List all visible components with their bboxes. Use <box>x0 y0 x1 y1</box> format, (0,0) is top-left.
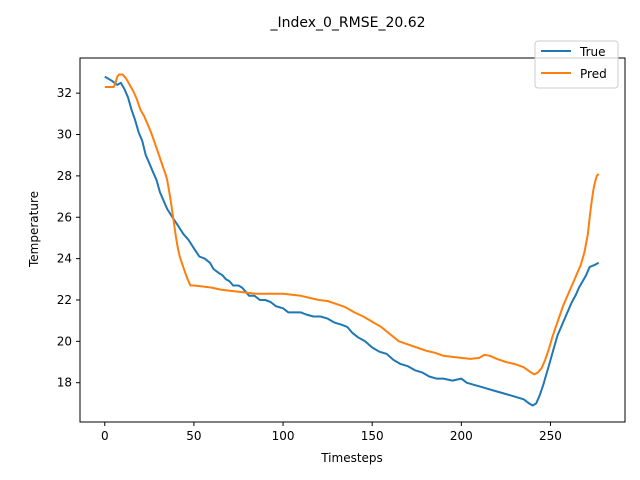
legend: True Pred <box>534 40 619 89</box>
series-line-pred <box>104 73 600 376</box>
y-tick-label: 26 <box>57 210 72 224</box>
y-tick-label: 18 <box>57 376 72 390</box>
x-axis-ticks: 0 50 100 150 200 250 <box>101 422 562 443</box>
legend-label-true: True <box>579 45 606 59</box>
y-axis-label: Temperature <box>27 191 41 268</box>
series-line-true <box>104 75 600 407</box>
y-axis-ticks: 18 20 22 24 26 28 30 32 <box>57 86 80 390</box>
x-tick-label: 250 <box>539 429 562 443</box>
series-layer <box>104 73 600 407</box>
x-tick-label: 150 <box>361 429 384 443</box>
legend-label-pred: Pred <box>580 67 607 81</box>
x-tick-label: 0 <box>101 429 109 443</box>
plot-frame <box>79 57 626 423</box>
y-tick-label: 30 <box>57 128 72 142</box>
y-tick-label: 28 <box>57 169 72 183</box>
x-tick-label: 100 <box>272 429 295 443</box>
x-tick-label: 200 <box>450 429 473 443</box>
y-tick-label: 20 <box>57 334 72 348</box>
x-tick-label: 50 <box>186 429 201 443</box>
x-axis-label: Timesteps <box>320 451 383 465</box>
y-tick-label: 32 <box>57 86 72 100</box>
y-tick-label: 24 <box>57 252 72 266</box>
chart-title: _Index_0_RMSE_20.62 <box>269 15 425 31</box>
legend-frame <box>534 40 619 89</box>
y-tick-label: 22 <box>57 293 72 307</box>
